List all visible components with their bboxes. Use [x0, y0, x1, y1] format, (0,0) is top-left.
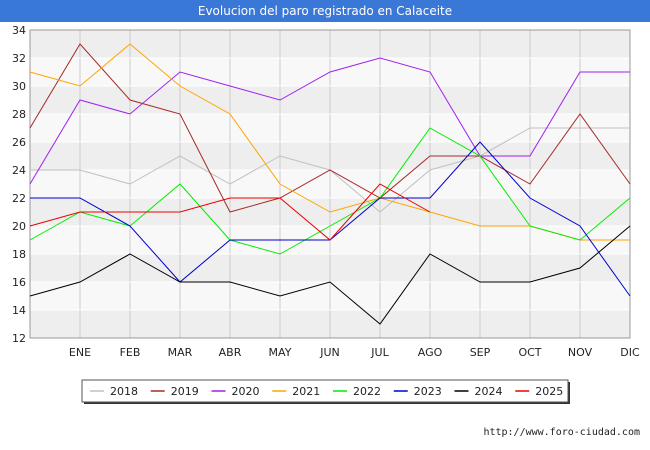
legend-label-2023: 2023 [414, 385, 442, 398]
chart-title: Evolucion del paro registrado en Calacei… [0, 0, 650, 22]
legend-label-2022: 2022 [353, 385, 381, 398]
legend-box [81, 379, 569, 403]
y-tick-label: 18 [12, 248, 26, 261]
x-tick-label: MAR [168, 346, 193, 359]
x-tick-label: JUL [370, 346, 389, 359]
legend-label-2025: 2025 [535, 385, 563, 398]
y-tick-label: 24 [12, 164, 26, 177]
legend: 2018 2019 2020 2021 2022 2023 2024 2025 [81, 379, 570, 404]
series-line-2019 [29, 43, 631, 213]
y-tick-label: 30 [12, 80, 26, 93]
legend-label-2020: 2020 [232, 385, 260, 398]
series-lines [29, 43, 631, 325]
y-tick-label: 22 [12, 192, 26, 205]
series-line-2020 [29, 57, 630, 185]
legend-label-2018: 2018 [110, 385, 138, 398]
x-tick-label: DIC [620, 346, 640, 359]
y-tick-label: 20 [12, 220, 26, 233]
x-tick-label: MAY [269, 346, 292, 359]
x-tick-label: FEB [120, 346, 141, 359]
legend-label-2021: 2021 [292, 385, 320, 398]
x-tick-label: NOV [568, 346, 593, 359]
y-tick-label: 28 [12, 108, 26, 121]
x-tick-label: AGO [418, 346, 443, 359]
y-tick-label: 32 [12, 52, 26, 65]
source-url: http://www.foro-ciudad.com [483, 427, 640, 438]
x-tick-label: SEP [470, 346, 491, 359]
x-axis-tick-labels: ENE FEB MAR ABR MAY JUN JUL AGO SEP OCT NOV DIC [69, 346, 640, 359]
legend-label-2019: 2019 [171, 385, 199, 398]
legend-label-2024: 2024 [475, 385, 503, 398]
y-axis-tick-labels: 12 14 16 18 20 22 24 26 28 30 32 34 [12, 24, 26, 345]
y-tick-label: 26 [12, 136, 26, 149]
x-tick-label: OCT [518, 346, 541, 359]
y-tick-label: 14 [12, 304, 26, 317]
x-tick-label: ENE [69, 346, 91, 359]
series-line-2025 [29, 183, 431, 241]
y-tick-label: 34 [12, 24, 26, 37]
x-tick-label: JUN [319, 346, 340, 359]
y-tick-label: 12 [12, 332, 26, 345]
x-tick-label: ABR [219, 346, 242, 359]
y-tick-label: 16 [12, 276, 26, 289]
series-line-2024 [29, 225, 631, 325]
